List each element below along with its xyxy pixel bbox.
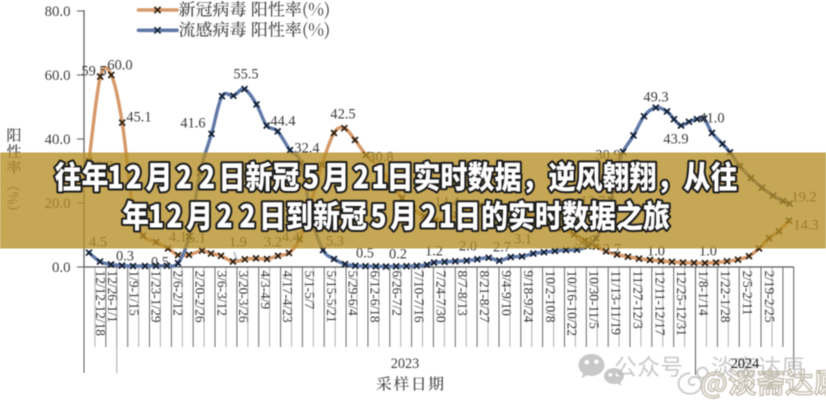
svg-text:1/22-1/28: 1/22-1/28: [718, 271, 733, 323]
svg-text:11/27-12/3: 11/27-12/3: [630, 271, 645, 330]
svg-text:1/8-1/14: 1/8-1/14: [696, 271, 711, 317]
svg-text:59.5: 59.5: [81, 63, 106, 79]
svg-text:2/19-2/25: 2/19-2/25: [762, 271, 777, 323]
svg-text:1/9-1/15: 1/9-1/15: [127, 271, 142, 317]
svg-text:6/26-7/2: 6/26-7/2: [390, 271, 405, 316]
svg-text:60.0: 60.0: [107, 57, 132, 73]
svg-text:42.5: 42.5: [330, 106, 355, 122]
svg-text:4/3-4/9: 4/3-4/9: [258, 271, 273, 310]
svg-text:2024: 2024: [731, 356, 760, 372]
svg-text:5/1-5/7: 5/1-5/7: [302, 271, 317, 310]
svg-text:12/11-12/17: 12/11-12/17: [652, 271, 667, 336]
svg-text:43.9: 43.9: [663, 131, 688, 147]
svg-text:0.0: 0.0: [52, 260, 71, 276]
svg-text:7/10-7/16: 7/10-7/16: [411, 271, 426, 323]
svg-text:0.3: 0.3: [116, 248, 134, 264]
svg-text:1/23-1/29: 1/23-1/29: [149, 271, 164, 323]
svg-text:12/26-1/1: 12/26-1/1: [105, 271, 120, 323]
svg-text:2023: 2023: [391, 356, 420, 372]
svg-text:49.3: 49.3: [643, 89, 668, 105]
svg-text:12/25-12/31: 12/25-12/31: [674, 271, 689, 336]
svg-text:11/13-11/19: 11/13-11/19: [609, 271, 624, 336]
svg-text:41.0: 41.0: [699, 110, 724, 126]
svg-text:9/4-9/10: 9/4-9/10: [499, 271, 514, 317]
svg-text:45.1: 45.1: [126, 109, 151, 125]
svg-text:7/24-7/30: 7/24-7/30: [433, 271, 448, 323]
svg-text:80.0: 80.0: [45, 4, 71, 20]
svg-text:5/29-6/4: 5/29-6/4: [346, 271, 361, 317]
svg-text:2/20-2/26: 2/20-2/26: [192, 271, 207, 323]
svg-text:0.5: 0.5: [356, 245, 374, 261]
svg-text:60.0: 60.0: [45, 68, 71, 84]
svg-text:44.4: 44.4: [270, 113, 295, 129]
svg-text:4/17-4/23: 4/17-4/23: [280, 271, 295, 323]
svg-text:0.2: 0.2: [389, 246, 407, 262]
svg-text:32.4: 32.4: [294, 140, 319, 156]
svg-text:40.0: 40.0: [45, 132, 71, 148]
svg-text:10/16-10/22: 10/16-10/22: [565, 271, 580, 336]
svg-text:55.5: 55.5: [233, 66, 258, 82]
svg-text:6/12-6/18: 6/12-6/18: [368, 271, 383, 323]
svg-text:3/20-3/26: 3/20-3/26: [236, 271, 251, 323]
svg-text:0.5: 0.5: [151, 254, 169, 270]
svg-text:5/15-5/21: 5/15-5/21: [324, 271, 339, 323]
svg-text:2/5-2/11: 2/5-2/11: [740, 271, 755, 316]
svg-text:2/6-2/12: 2/6-2/12: [171, 271, 186, 316]
svg-text:10/30-11/5: 10/30-11/5: [587, 271, 602, 330]
svg-text:41.6: 41.6: [180, 115, 205, 131]
svg-text:8/7-8/13: 8/7-8/13: [455, 271, 470, 317]
svg-text:9/18-9/24: 9/18-9/24: [521, 271, 536, 323]
svg-text:3/6-3/12: 3/6-3/12: [214, 271, 229, 316]
svg-text:8/21-8/27: 8/21-8/27: [477, 271, 492, 323]
svg-text:10/2-10/8: 10/2-10/8: [543, 271, 558, 323]
svg-text:12/12-12/18: 12/12-12/18: [93, 271, 108, 337]
